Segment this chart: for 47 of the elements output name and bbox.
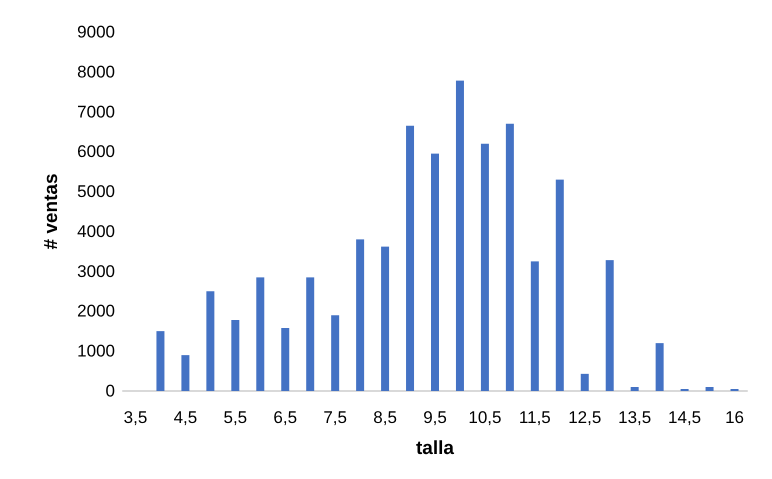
bar	[580, 374, 589, 391]
x-tick-label: 10,5	[468, 408, 502, 427]
bar	[706, 387, 714, 391]
y-axis-title: # ventas	[41, 173, 62, 250]
bar	[306, 277, 314, 391]
bar	[331, 315, 340, 391]
x-tick-label: 3,5	[124, 408, 148, 427]
y-tick-label: 1000	[77, 342, 115, 361]
bar	[281, 328, 290, 391]
y-tick-label: 2000	[77, 302, 115, 321]
x-tick-label: 8,5	[373, 408, 397, 427]
bar	[556, 180, 564, 391]
y-tick-label: 4000	[77, 222, 115, 241]
x-tick-label: 12,5	[568, 408, 602, 427]
x-tick-label: 9,5	[423, 408, 447, 427]
bar	[480, 144, 489, 391]
bar	[356, 239, 364, 391]
x-tick-label: 5,5	[224, 408, 248, 427]
x-tick-label: 13,5	[618, 408, 652, 427]
x-tick-label: 11,5	[518, 408, 551, 427]
x-tick-label: 16	[725, 408, 744, 427]
bar	[506, 124, 514, 391]
bar	[156, 331, 164, 391]
x-tick-label: 7,5	[323, 408, 347, 427]
x-axis-title: talla	[416, 438, 454, 459]
bar	[656, 343, 664, 391]
x-tick-label: 6,5	[273, 408, 298, 427]
bar	[606, 260, 614, 391]
x-tick-label: 4,5	[174, 408, 198, 427]
bar	[206, 291, 214, 391]
bar	[431, 154, 439, 391]
y-tick-label: 9000	[77, 22, 115, 42]
bar	[406, 126, 414, 391]
y-tick-label: 7000	[77, 102, 115, 122]
y-tick-label: 6000	[77, 142, 115, 162]
bar	[181, 355, 190, 391]
bar	[256, 277, 264, 391]
x-tick-label: 14,5	[668, 408, 702, 427]
y-tick-label: 3000	[77, 262, 115, 281]
y-tick-label: 8000	[77, 62, 115, 82]
bar	[630, 387, 639, 391]
bar	[456, 80, 464, 391]
bar	[231, 320, 240, 391]
bar	[530, 261, 539, 391]
y-tick-label: 0	[106, 382, 115, 400]
y-tick-label: 5000	[77, 182, 115, 202]
bar	[381, 246, 390, 391]
